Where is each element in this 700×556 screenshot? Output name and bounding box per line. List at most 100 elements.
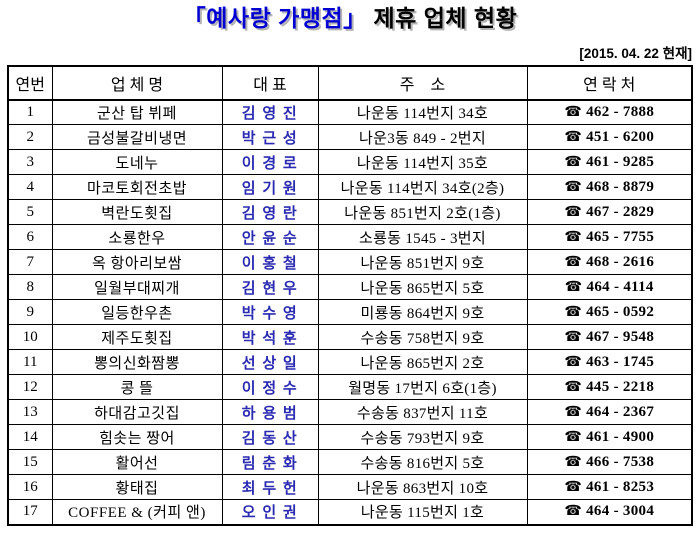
phone-number: 466 - 7538 xyxy=(586,453,655,470)
header-phone: 연 락 처 xyxy=(526,65,693,101)
cell-row-number: 2 xyxy=(7,124,53,151)
cell-address: 나운동 851번지 2호(1층) xyxy=(317,199,528,226)
cell-business-name: 제주도횟집 xyxy=(51,324,223,351)
cell-phone: ☎ 445 - 2218 xyxy=(526,374,693,401)
cell-row-number: 6 xyxy=(7,224,53,251)
table-row: 3 도네누 이 경 로 나운동 114번지 35호 ☎ 461 - 9285 xyxy=(7,149,693,176)
cell-phone: ☎ 466 - 7538 xyxy=(526,449,693,476)
cell-address: 나운동 863번지 10호 xyxy=(317,474,528,501)
cell-business-name: 뽕의신화짬뽕 xyxy=(51,349,223,376)
cell-representative: 임 기 원 xyxy=(221,174,319,201)
cell-phone: ☎ 462 - 7888 xyxy=(526,99,693,126)
cell-business-name: 벽란도횟집 xyxy=(51,199,223,226)
cell-phone: ☎ 464 - 3004 xyxy=(526,499,693,526)
cell-phone: ☎ 451 - 6200 xyxy=(526,124,693,151)
cell-phone: ☎ 467 - 9548 xyxy=(526,324,693,351)
cell-business-name: 마코토회전초밥 xyxy=(51,174,223,201)
phone-number: 468 - 8879 xyxy=(586,178,655,195)
phone-icon: ☎ xyxy=(564,404,583,420)
cell-address: 나운동 865번지 2호 xyxy=(317,349,528,376)
cell-business-name: 일등한우촌 xyxy=(51,299,223,326)
cell-row-number: 16 xyxy=(7,474,53,501)
cell-business-name: 힘솟는 짱어 xyxy=(51,424,223,451)
cell-row-number: 12 xyxy=(7,374,53,401)
table-row: 5 벽란도횟집 김 영 란 나운동 851번지 2호(1층) ☎ 467 - 2829 xyxy=(7,199,693,226)
table-row: 17 COFFEE & (커피 앤) 오 인 권 나운동 115번지 1호 ☎ 464 -… xyxy=(7,499,693,526)
table-row: 8 일월부대찌개 김 현 우 나운동 865번지 5호 ☎ 464 - 4114 xyxy=(7,274,693,301)
phone-icon: ☎ xyxy=(564,104,583,120)
cell-phone: ☎ 464 - 2367 xyxy=(526,399,693,426)
phone-icon: ☎ xyxy=(564,254,583,270)
cell-phone: ☎ 468 - 2616 xyxy=(526,249,693,276)
phone-icon: ☎ xyxy=(564,304,583,320)
cell-representative: 림 춘 화 xyxy=(221,449,319,476)
cell-representative: 김 영 진 xyxy=(221,99,319,126)
cell-address: 수송동 758번지 9호 xyxy=(317,324,528,351)
cell-row-number: 7 xyxy=(7,249,53,276)
cell-address: 수송동 837번지 11호 xyxy=(317,399,528,426)
cell-phone: ☎ 464 - 4114 xyxy=(526,274,693,301)
cell-address: 수송동 816번지 5호 xyxy=(317,449,528,476)
cell-phone: ☎ 463 - 1745 xyxy=(526,349,693,376)
phone-number: 464 - 4114 xyxy=(586,278,654,295)
phone-number: 468 - 2616 xyxy=(586,253,655,270)
table-row: 10 제주도횟집 박 석 훈 수송동 758번지 9호 ☎ 467 - 9548 xyxy=(7,324,693,351)
title-highlight: 「예사랑 가맹점」 xyxy=(182,5,367,31)
table-row: 16 황태집 최 두 헌 나운동 863번지 10호 ☎ 461 - 8253 xyxy=(7,474,693,501)
cell-representative: 박 수 영 xyxy=(221,299,319,326)
table-row: 13 하대감고깃집 하 용 범 수송동 837번지 11호 ☎ 464 - 2367 xyxy=(7,399,693,426)
table-row: 6 소룡한우 안 윤 순 소룡동 1545 - 3번지 ☎ 465 - 7755 xyxy=(7,224,693,251)
cell-row-number: 9 xyxy=(7,299,53,326)
phone-icon: ☎ xyxy=(564,479,583,495)
cell-representative: 김 현 우 xyxy=(221,274,319,301)
cell-row-number: 17 xyxy=(7,499,53,526)
cell-address: 나운동 114번지 35호 xyxy=(317,149,528,176)
phone-icon: ☎ xyxy=(564,179,583,195)
cell-address: 소룡동 1545 - 3번지 xyxy=(317,224,528,251)
table-row: 9 일등한우촌 박 수 영 미룡동 864번지 9호 ☎ 465 - 0592 xyxy=(7,299,693,326)
cell-representative: 선 상 일 xyxy=(221,349,319,376)
cell-address: 월명동 17번지 6호(1층) xyxy=(317,374,528,401)
cell-business-name: 황태집 xyxy=(51,474,223,501)
cell-business-name: 일월부대찌개 xyxy=(51,274,223,301)
cell-business-name: 군산 탑 뷔페 xyxy=(51,99,223,126)
table-row: 4 마코토회전초밥 임 기 원 나운동 114번지 34호(2층) ☎ 468 - 887… xyxy=(7,174,693,201)
cell-address: 미룡동 864번지 9호 xyxy=(317,299,528,326)
phone-number: 465 - 0592 xyxy=(586,303,655,320)
cell-row-number: 4 xyxy=(7,174,53,201)
table-header: 연번 업 체 명 대 표 주 소 연 락 처 xyxy=(7,65,693,101)
phone-icon: ☎ xyxy=(564,454,583,470)
cell-address: 나운동 114번지 34호 xyxy=(317,99,528,126)
phone-icon: ☎ xyxy=(564,129,583,145)
table-body: 1 군산 탑 뷔페 김 영 진 나운동 114번지 34호 ☎ 462 - 7888 2 금성… xyxy=(7,99,693,526)
header-no: 연번 xyxy=(7,65,53,101)
cell-row-number: 13 xyxy=(7,399,53,426)
cell-address: 나운동 865번지 5호 xyxy=(317,274,528,301)
cell-address: 나운동 114번지 34호(2층) xyxy=(317,174,528,201)
phone-number: 451 - 6200 xyxy=(586,128,655,145)
cell-representative: 이 정 수 xyxy=(221,374,319,401)
cell-row-number: 10 xyxy=(7,324,53,351)
phone-icon: ☎ xyxy=(564,229,583,245)
cell-address: 나운3동 849 - 2번지 xyxy=(317,124,528,151)
cell-row-number: 14 xyxy=(7,424,53,451)
phone-number: 461 - 9285 xyxy=(586,153,655,170)
cell-phone: ☎ 461 - 9285 xyxy=(526,149,693,176)
cell-row-number: 5 xyxy=(7,199,53,226)
header-rep: 대 표 xyxy=(221,65,319,101)
phone-icon: ☎ xyxy=(564,429,583,445)
phone-number: 467 - 2829 xyxy=(586,203,655,220)
cell-business-name: 하대감고깃집 xyxy=(51,399,223,426)
cell-representative: 안 윤 순 xyxy=(221,224,319,251)
phone-number: 465 - 7755 xyxy=(586,228,655,245)
cell-representative: 이 경 로 xyxy=(221,149,319,176)
cell-representative: 박 석 훈 xyxy=(221,324,319,351)
cell-phone: ☎ 465 - 0592 xyxy=(526,299,693,326)
phone-icon: ☎ xyxy=(564,379,583,395)
phone-icon: ☎ xyxy=(564,279,583,295)
cell-representative: 김 영 란 xyxy=(221,199,319,226)
cell-business-name: COFFEE & (커피 앤) xyxy=(51,499,223,526)
phone-number: 464 - 2367 xyxy=(586,403,655,420)
